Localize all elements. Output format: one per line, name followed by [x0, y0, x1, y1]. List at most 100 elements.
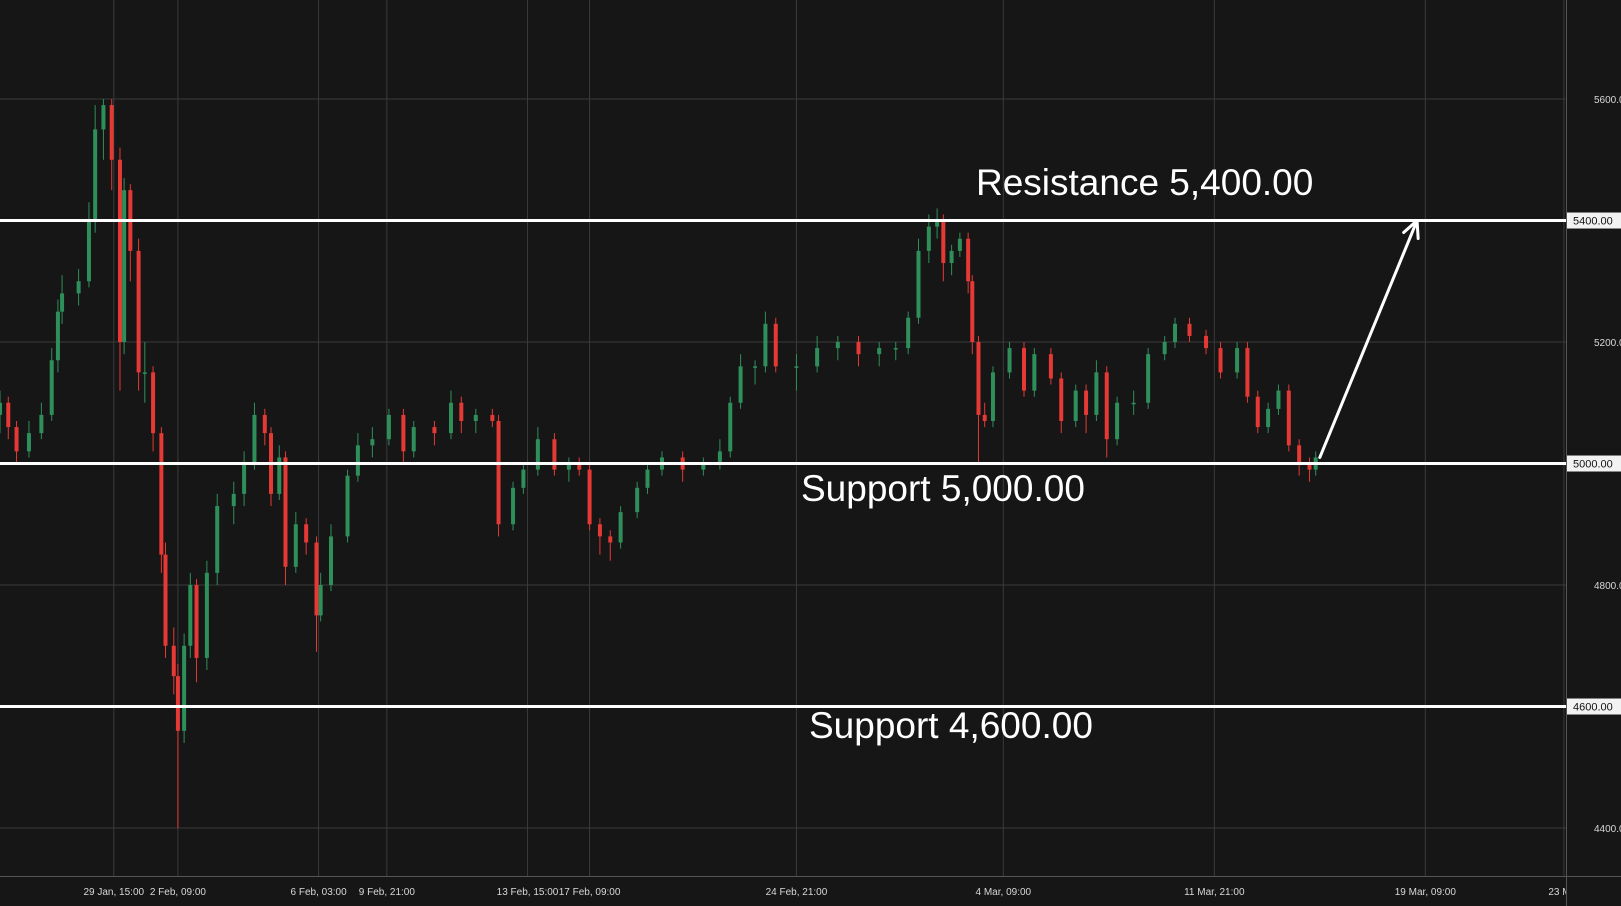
- candle: [916, 238, 921, 324]
- candle: [355, 433, 360, 482]
- x-tick-label: 4 Mar, 09:00: [976, 887, 1032, 898]
- candle: [318, 572, 323, 622]
- level-axis-label: 4600.00: [1573, 702, 1613, 714]
- candle-body: [877, 348, 882, 355]
- candle-body: [242, 463, 247, 494]
- candle-body: [982, 414, 987, 421]
- candle-body: [618, 512, 623, 543]
- candle-body: [277, 457, 282, 494]
- candle: [990, 366, 995, 428]
- candle-body: [0, 402, 2, 415]
- candle: [262, 408, 267, 446]
- candle-body: [163, 554, 168, 646]
- candle: [1094, 360, 1099, 421]
- candle-body: [328, 536, 333, 586]
- candle-body: [1187, 323, 1192, 336]
- candle: [976, 335, 981, 464]
- x-tick-label: 23 Mar: [1548, 887, 1580, 898]
- candle-body: [151, 372, 156, 434]
- candle: [645, 463, 650, 494]
- candle-body: [293, 524, 298, 567]
- y-tick-label: 4400.00: [1594, 824, 1621, 835]
- candle: [511, 481, 516, 531]
- candle-body: [1173, 323, 1178, 343]
- candle-body: [1094, 372, 1099, 415]
- candle: [1007, 342, 1012, 379]
- candle: [473, 408, 478, 434]
- candle: [926, 214, 931, 264]
- candle-body: [728, 402, 733, 452]
- candle: [328, 524, 333, 592]
- candle-body: [577, 463, 582, 470]
- candle: [242, 451, 247, 507]
- candle-body: [856, 342, 861, 355]
- level-axis-label: 5400.00: [1573, 216, 1613, 228]
- candle: [182, 633, 187, 743]
- x-tick-label: 6 Feb, 03:00: [291, 887, 348, 898]
- candle: [815, 335, 820, 373]
- annotation-resistance-5400: Resistance 5,400.00: [976, 162, 1314, 203]
- candle: [763, 311, 768, 373]
- candle: [490, 408, 495, 428]
- x-axis-labels: 29 Jan, 15:00 2 Feb, 09:00 6 Feb, 03:00 9 F…: [83, 887, 1580, 898]
- candle-body: [188, 585, 193, 646]
- candle-body: [511, 487, 516, 525]
- candle: [188, 572, 193, 658]
- candle-body: [14, 427, 19, 452]
- candle: [432, 420, 437, 446]
- candle: [1131, 390, 1136, 415]
- candle-body: [535, 439, 540, 470]
- candle: [957, 232, 962, 257]
- candle: [194, 578, 199, 683]
- candle-body: [1266, 408, 1271, 428]
- candle: [1235, 342, 1240, 379]
- candle-body: [490, 414, 495, 421]
- candle: [1073, 384, 1078, 428]
- candle-body: [794, 366, 799, 368]
- candle: [55, 299, 60, 373]
- annotation-support-4600: Support 4,600.00: [809, 705, 1093, 746]
- candle-body: [314, 542, 319, 616]
- candle-body: [345, 475, 350, 537]
- candle-body: [1204, 335, 1209, 349]
- candle-body: [252, 414, 257, 464]
- candle-body: [283, 457, 288, 567]
- candle: [117, 147, 122, 391]
- candle: [109, 99, 114, 191]
- candle-body: [496, 420, 501, 525]
- candle-body: [990, 372, 995, 421]
- x-tick-label: 11 Mar, 21:00: [1184, 887, 1245, 898]
- candle: [1218, 342, 1223, 379]
- candle-body: [815, 348, 820, 367]
- candle: [304, 518, 309, 555]
- candle: [521, 463, 526, 494]
- x-tick-label: 29 Jan, 15:00: [83, 887, 144, 898]
- candle: [136, 238, 141, 391]
- candle-body: [355, 445, 360, 476]
- level-axis-label-bg: [1567, 455, 1621, 472]
- candle: [215, 493, 220, 586]
- candle-body: [1073, 390, 1078, 421]
- candle: [101, 99, 106, 160]
- level-axis-label: 5000.00: [1573, 459, 1613, 471]
- candles: [0, 99, 1318, 829]
- x-tick-label: 24 Feb, 21:00: [766, 887, 828, 898]
- candle-body: [1007, 348, 1012, 373]
- candle: [231, 481, 236, 525]
- candle-body: [1115, 402, 1120, 440]
- candle-body: [976, 342, 981, 415]
- candle: [587, 463, 592, 531]
- candle: [163, 542, 168, 658]
- candle-body: [262, 414, 267, 434]
- x-tick-label: 9 Feb, 21:00: [359, 887, 416, 898]
- candle: [982, 402, 987, 428]
- x-tick-label: 2 Feb, 09:00: [150, 887, 207, 898]
- candle: [1286, 384, 1291, 452]
- candle-body: [1255, 396, 1260, 428]
- candle-body: [6, 402, 11, 428]
- candle-body: [1162, 342, 1167, 355]
- candle: [608, 530, 613, 561]
- candle: [411, 420, 416, 458]
- candle: [386, 408, 391, 446]
